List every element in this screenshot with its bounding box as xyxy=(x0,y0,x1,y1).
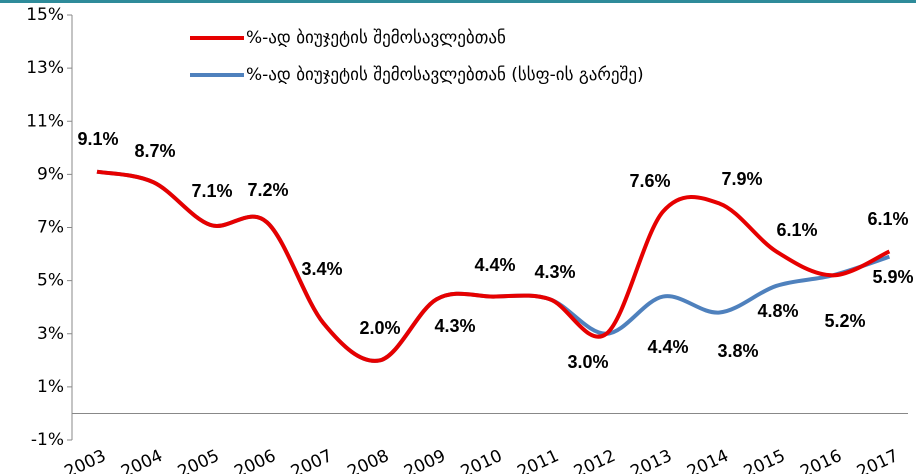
legend-label: %-ად ბიუჯეტის შემოსავლებთან (სსფ-ის გარე… xyxy=(246,65,644,85)
data-label: 6.1% xyxy=(776,220,817,240)
x-tick-label: 2011 xyxy=(514,446,562,474)
y-tick-label: 3% xyxy=(37,324,64,344)
data-label: 7.9% xyxy=(721,169,762,189)
data-label: 7.2% xyxy=(247,180,288,200)
x-tick-label: 2006 xyxy=(231,446,279,474)
x-tick-label: 2013 xyxy=(628,446,676,474)
data-label: 4.3% xyxy=(434,316,475,336)
data-label: 4.8% xyxy=(757,301,798,321)
y-tick-label: 5% xyxy=(37,271,64,291)
data-label: 7.6% xyxy=(629,171,670,191)
x-tick-label: 2012 xyxy=(571,446,619,474)
data-label: 3.0% xyxy=(567,352,608,372)
data-label: 7.1% xyxy=(191,181,232,201)
x-tick-label: 2009 xyxy=(401,446,449,474)
x-tick-label: 2008 xyxy=(345,446,393,474)
x-tick-label: 2015 xyxy=(741,446,789,474)
data-label: 9.1% xyxy=(77,129,118,149)
data-label: 4.3% xyxy=(534,262,575,282)
y-tick-label: 1% xyxy=(37,377,64,397)
y-tick-label: 9% xyxy=(37,164,64,184)
y-tick-label: -1% xyxy=(31,430,64,450)
x-tick-label: 2016 xyxy=(797,446,845,474)
top-bar xyxy=(0,0,916,3)
x-tick-label: 2017 xyxy=(854,446,902,474)
data-label: 4.4% xyxy=(647,337,688,357)
data-label: 6.1% xyxy=(867,209,908,229)
data-label: 4.4% xyxy=(474,255,515,275)
x-tick-label: 2004 xyxy=(118,446,166,474)
data-label: 2.0% xyxy=(359,318,400,338)
y-tick-label: 15% xyxy=(26,5,64,25)
x-tick-label: 2007 xyxy=(288,446,336,474)
data-label: 3.4% xyxy=(301,259,342,279)
data-label: 5.2% xyxy=(824,311,865,331)
data-label: 8.7% xyxy=(134,141,175,161)
legend-label: %-ად ბიუჯეტის შემოსავლებთან xyxy=(246,28,506,48)
y-tick-label: 13% xyxy=(26,58,64,78)
x-tick-label: 2010 xyxy=(458,446,506,474)
y-tick-label: 11% xyxy=(26,111,64,131)
x-tick-label: 2014 xyxy=(684,446,732,474)
line xyxy=(96,169,891,363)
data-label: 5.9% xyxy=(872,267,913,287)
y-tick-label: 7% xyxy=(37,218,64,238)
x-tick-label: 2005 xyxy=(175,446,223,474)
x-tick-label: 2003 xyxy=(62,446,110,474)
data-label: 3.8% xyxy=(717,341,758,361)
